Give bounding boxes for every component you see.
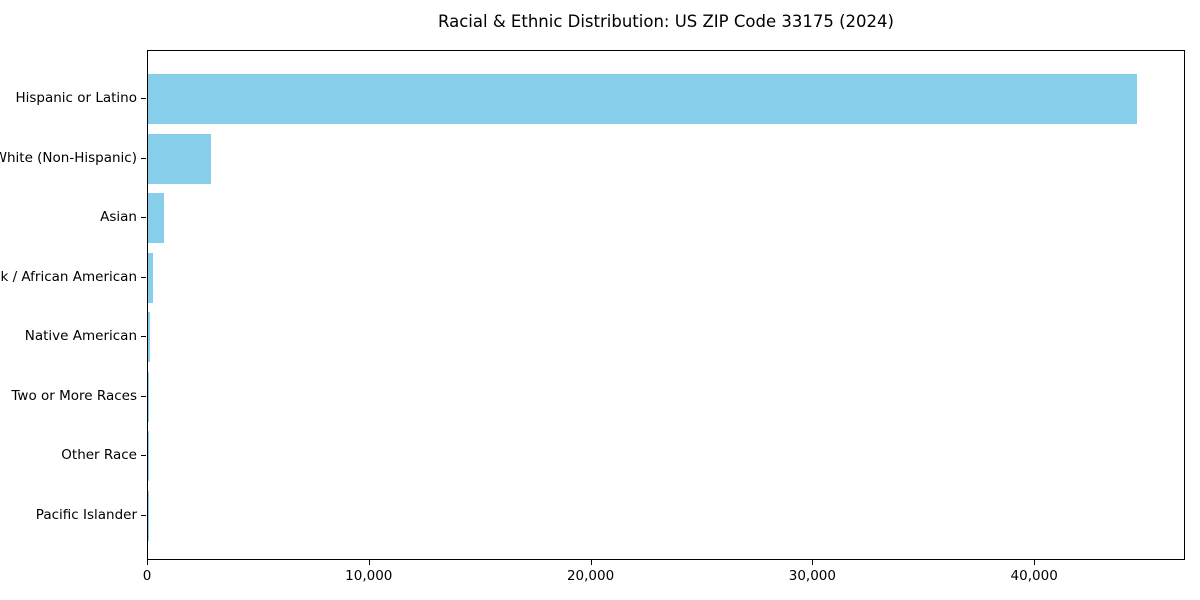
y-tick-black-african-american <box>141 276 146 278</box>
y-tick-label-two-or-more-races: Two or More Races <box>11 387 137 404</box>
y-tick-native-american <box>141 336 146 337</box>
y-tick-asian <box>141 217 146 218</box>
x-tick-10000 <box>368 560 370 565</box>
x-tick-label-30000: 30,000 <box>788 568 836 584</box>
x-tick-label-40000: 40,000 <box>1010 568 1058 584</box>
y-tick-label-other-race: Other Race <box>61 447 137 463</box>
plot-area <box>147 50 1185 560</box>
y-tick-white-non-hispanic <box>141 157 146 159</box>
x-tick-40000 <box>1034 560 1036 565</box>
x-tick-0 <box>147 560 148 565</box>
y-tick-label-black-african-american: Black / African American <box>0 268 137 285</box>
y-tick-label-native-american: Native American <box>24 328 137 344</box>
y-tick-other-race <box>141 455 146 456</box>
x-tick-30000 <box>812 560 814 565</box>
x-tick-label-0: 0 <box>142 568 152 584</box>
y-tick-label-white-non-hispanic: White (Non-Hispanic) <box>0 149 137 166</box>
bar-two-or-more-races <box>148 371 149 422</box>
y-tick-label-pacific-islander: Pacific Islander <box>35 506 137 523</box>
bar-black-african-american <box>148 252 154 303</box>
bar-native-american <box>148 312 150 362</box>
bar-hispanic-or-latino <box>148 74 1137 124</box>
bar-white-non-hispanic <box>148 133 211 184</box>
chart-title: Racial & Ethnic Distribution: US ZIP Cod… <box>438 12 894 31</box>
y-tick-hispanic-or-latino <box>141 98 146 99</box>
y-tick-label-hispanic-or-latino: Hispanic or Latino <box>15 90 137 106</box>
y-tick-two-or-more-races <box>141 395 146 397</box>
x-tick-label-10000: 10,000 <box>345 568 393 584</box>
x-tick-20000 <box>590 560 592 565</box>
y-tick-label-asian: Asian <box>100 209 137 225</box>
x-tick-label-20000: 20,000 <box>566 568 615 584</box>
y-tick-pacific-islander <box>141 514 146 516</box>
bar-asian <box>148 193 164 243</box>
